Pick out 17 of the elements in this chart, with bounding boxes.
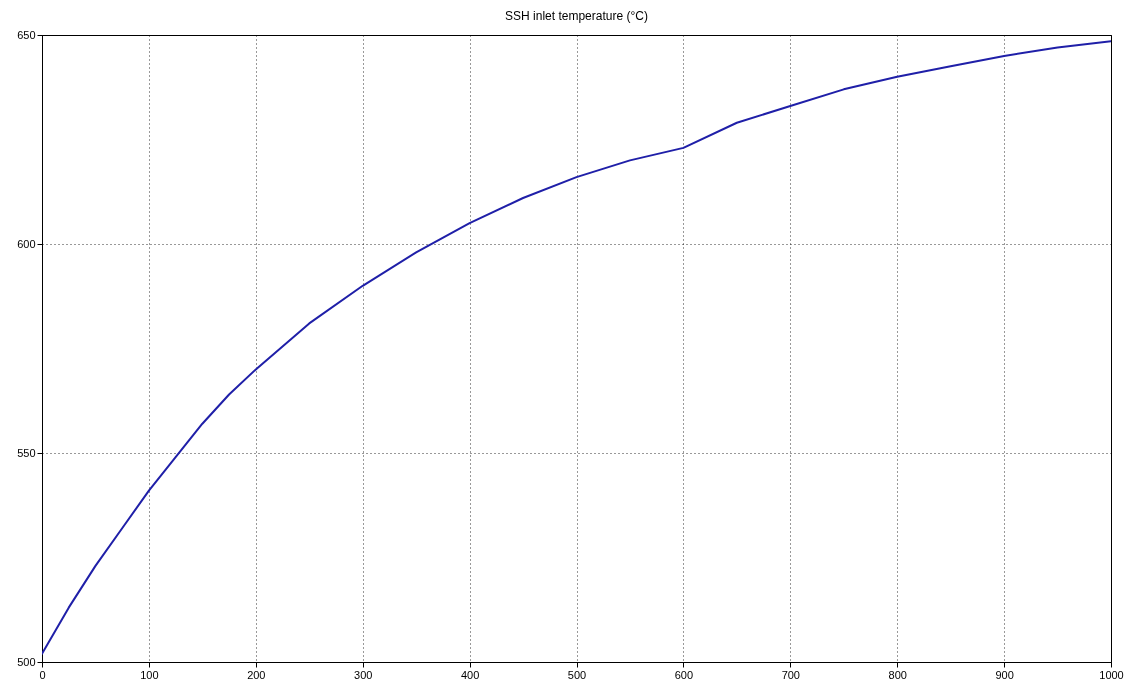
y-tick-label: 500 xyxy=(17,655,36,668)
y-tick-label: 600 xyxy=(17,237,36,250)
x-tick-label: 600 xyxy=(674,668,694,681)
x-tick-label: 500 xyxy=(567,668,587,681)
y-tick-label: 650 xyxy=(17,28,36,41)
x-tick-label: 100 xyxy=(140,668,159,681)
x-tick-label: 900 xyxy=(995,668,1014,681)
x-tick-label: 300 xyxy=(354,668,373,681)
y-tick-label: 550 xyxy=(17,446,36,459)
line-series xyxy=(42,40,1111,655)
x-tick-label: 1000 xyxy=(1099,668,1124,681)
x-tick-label: 800 xyxy=(888,668,907,681)
x-tick-label: 400 xyxy=(460,668,480,681)
chart-title: SSH inlet temperature (°C) xyxy=(505,9,648,23)
x-tick-label: 700 xyxy=(781,668,800,681)
x-tick-label: 0 xyxy=(39,668,46,681)
x-tick-label: 200 xyxy=(247,668,266,681)
